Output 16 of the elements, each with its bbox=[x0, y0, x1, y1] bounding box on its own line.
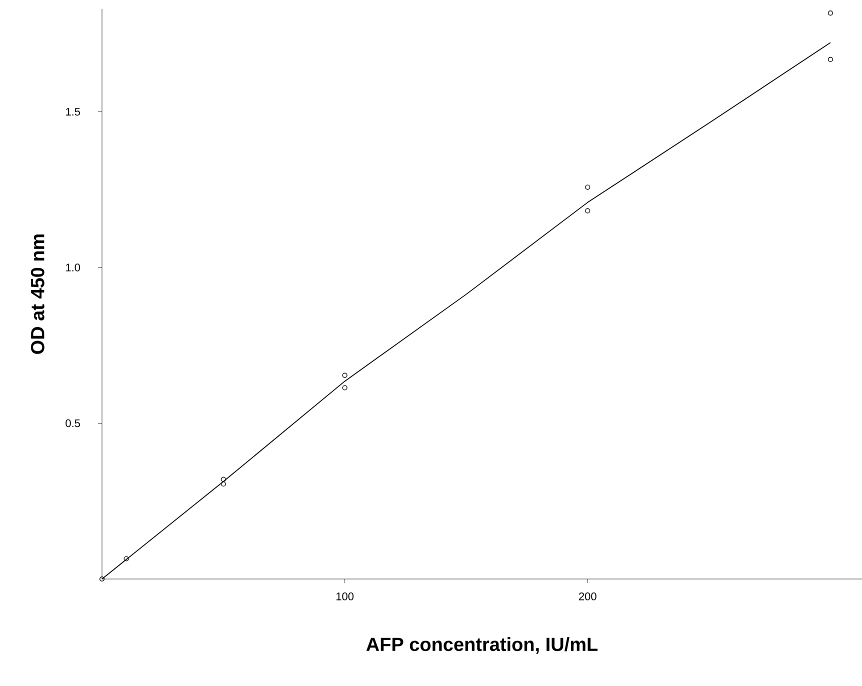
point bbox=[585, 208, 590, 214]
point bbox=[220, 476, 226, 482]
y-tick-label: 1.5 bbox=[66, 108, 80, 116]
point bbox=[585, 184, 590, 190]
point bbox=[828, 10, 833, 16]
point bbox=[342, 372, 348, 378]
point bbox=[124, 556, 129, 562]
y-tick-label: 1.0 bbox=[66, 264, 80, 272]
y-tick-label: 0.5 bbox=[66, 419, 80, 428]
x-axis-title: AFP concentration, IU/mL bbox=[366, 637, 598, 654]
y-axis-title: OD at 450 nm bbox=[30, 234, 44, 354]
x-tick-label: 100 bbox=[336, 592, 354, 600]
point bbox=[342, 385, 348, 390]
point bbox=[220, 481, 226, 487]
x-tick-label: 200 bbox=[579, 592, 596, 600]
point bbox=[828, 56, 833, 62]
